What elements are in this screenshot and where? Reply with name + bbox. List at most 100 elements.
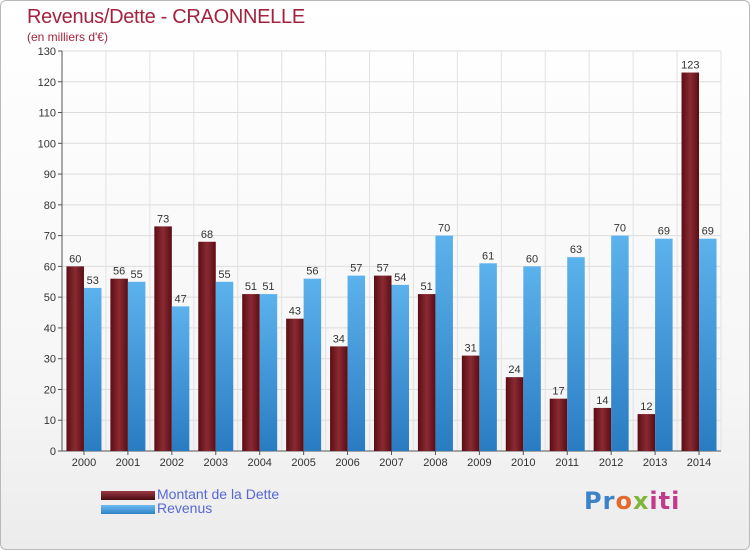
x-tick-label: 2002 bbox=[160, 457, 184, 469]
y-tick-label: 20 bbox=[44, 384, 56, 396]
bar-debt bbox=[549, 398, 568, 451]
data-label-revenus: 54 bbox=[394, 272, 406, 284]
data-label-revenus: 70 bbox=[438, 223, 450, 235]
bar-debt bbox=[374, 275, 392, 451]
chart-subtitle: (en milliers d'€) bbox=[27, 30, 108, 44]
bar-revenus bbox=[655, 238, 673, 451]
bar-debt bbox=[66, 266, 84, 451]
data-label-debt: 68 bbox=[201, 229, 213, 241]
bar-debt bbox=[593, 407, 612, 451]
bar-revenus bbox=[127, 281, 146, 451]
bar-revenus bbox=[303, 278, 322, 451]
bar-revenus bbox=[699, 238, 717, 451]
data-label-debt: 73 bbox=[157, 213, 169, 225]
bar-debt bbox=[417, 294, 436, 451]
data-label-revenus: 57 bbox=[350, 263, 362, 275]
y-tick-label: 40 bbox=[44, 323, 56, 335]
data-label-debt: 34 bbox=[333, 333, 345, 345]
x-tick-label: 2005 bbox=[291, 457, 315, 469]
bar-debt bbox=[154, 226, 172, 451]
data-label-revenus: 53 bbox=[87, 275, 99, 287]
bar-debt bbox=[461, 355, 480, 451]
x-tick-label: 2010 bbox=[511, 457, 535, 469]
data-label-revenus: 69 bbox=[658, 226, 670, 238]
data-label-revenus: 70 bbox=[614, 223, 626, 235]
bar-debt bbox=[330, 346, 348, 451]
data-label-revenus: 60 bbox=[526, 253, 538, 265]
bar-debt bbox=[110, 278, 128, 451]
bar-revenus bbox=[347, 275, 366, 451]
data-label-debt: 24 bbox=[508, 364, 520, 376]
bar-debt bbox=[286, 318, 304, 451]
bar-revenus bbox=[259, 294, 278, 451]
data-label-revenus: 63 bbox=[570, 244, 582, 256]
x-tick-label: 2006 bbox=[335, 457, 359, 469]
data-label-debt: 14 bbox=[596, 395, 608, 407]
y-tick-label: 100 bbox=[38, 138, 56, 150]
y-tick-label: 50 bbox=[44, 292, 56, 304]
bar-debt bbox=[242, 294, 260, 451]
bar-revenus bbox=[83, 287, 102, 451]
x-tick-label: 2008 bbox=[423, 457, 447, 469]
x-tick-label: 2014 bbox=[687, 457, 711, 469]
data-label-debt: 60 bbox=[69, 253, 81, 265]
data-label-debt: 57 bbox=[377, 263, 389, 275]
bar-debt bbox=[505, 377, 524, 451]
y-tick-label: 120 bbox=[38, 77, 56, 89]
data-label-revenus: 51 bbox=[262, 281, 274, 293]
bar-revenus bbox=[435, 235, 453, 451]
data-label-debt: 12 bbox=[640, 401, 652, 413]
y-tick-label: 0 bbox=[50, 446, 56, 458]
bar-revenus bbox=[611, 235, 629, 451]
data-label-debt: 17 bbox=[552, 386, 564, 398]
y-tick-label: 10 bbox=[44, 415, 56, 427]
data-label-debt: 123 bbox=[681, 60, 699, 72]
data-label-debt: 56 bbox=[113, 266, 125, 278]
data-label-revenus: 69 bbox=[702, 226, 714, 238]
bar-debt bbox=[637, 414, 656, 451]
chart-title: Revenus/Dette - CRAONNELLE bbox=[27, 6, 305, 28]
bars bbox=[66, 72, 717, 452]
data-label-revenus: 55 bbox=[131, 269, 143, 281]
legend-swatch-revenus bbox=[101, 505, 155, 514]
x-tick-label: 2009 bbox=[467, 457, 491, 469]
data-label-revenus: 55 bbox=[218, 269, 230, 281]
y-tick-label: 110 bbox=[38, 108, 56, 120]
bar-revenus bbox=[171, 306, 190, 451]
x-tick-label: 2000 bbox=[72, 457, 96, 469]
legend-swatch-debt bbox=[101, 491, 155, 500]
bar-debt bbox=[681, 72, 700, 452]
x-tick-label: 2013 bbox=[643, 457, 667, 469]
x-tick-label: 2011 bbox=[555, 457, 579, 469]
bar-revenus bbox=[523, 266, 541, 451]
x-tick-label: 2012 bbox=[599, 457, 623, 469]
x-tick-label: 2007 bbox=[379, 457, 403, 469]
y-tick-label: 130 bbox=[38, 46, 56, 58]
x-tick-label: 2003 bbox=[204, 457, 228, 469]
proxiti-logo: Proxiti bbox=[584, 487, 681, 515]
bar-revenus bbox=[479, 263, 497, 451]
bar-revenus bbox=[391, 284, 409, 451]
data-label-revenus: 47 bbox=[174, 293, 186, 305]
x-tick-label: 2001 bbox=[116, 457, 140, 469]
y-tick-label: 70 bbox=[44, 231, 56, 243]
bar-revenus bbox=[567, 257, 585, 451]
data-label-revenus: 61 bbox=[482, 250, 494, 262]
y-tick-label: 80 bbox=[44, 200, 56, 212]
legend-label-revenus: Revenus bbox=[157, 500, 213, 516]
legend-label-debt: Montant de la Dette bbox=[157, 486, 280, 502]
data-label-debt: 51 bbox=[245, 281, 257, 293]
y-tick-label: 60 bbox=[44, 261, 56, 273]
y-tick-label: 30 bbox=[44, 354, 56, 366]
x-tick-label: 2004 bbox=[247, 457, 271, 469]
data-label-debt: 51 bbox=[421, 281, 433, 293]
data-label-debt: 31 bbox=[464, 343, 476, 355]
bar-revenus bbox=[215, 281, 234, 451]
data-label-debt: 43 bbox=[289, 306, 301, 318]
value-labels: 60 53 56 55 73 47 68 55 51 51 43 56 34 57 57 54 51 70 31 61… bbox=[69, 60, 714, 414]
bar-debt bbox=[198, 241, 216, 451]
data-label-revenus: 56 bbox=[306, 266, 318, 278]
y-tick-label: 90 bbox=[44, 169, 56, 181]
